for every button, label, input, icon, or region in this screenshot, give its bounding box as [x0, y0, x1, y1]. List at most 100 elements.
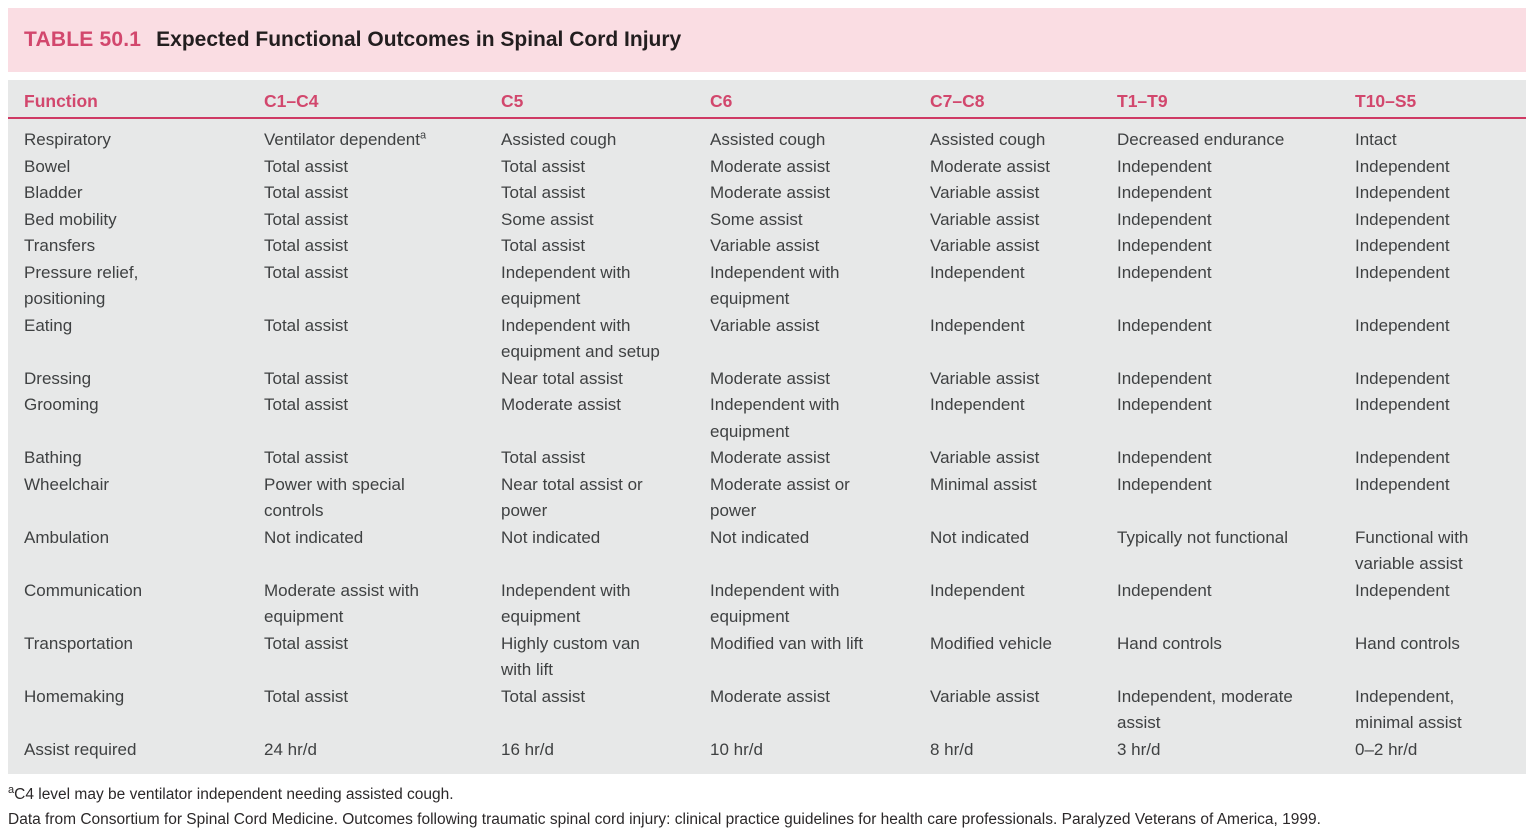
table-cell: Independent with equipment — [485, 260, 694, 313]
table-cell: Some assist — [694, 207, 914, 234]
table-cell: Near total assist — [485, 366, 694, 393]
table-cell: 8 hr/d — [914, 737, 1101, 770]
table-cell: Independent — [914, 313, 1101, 366]
table-cell: Independent — [1339, 154, 1526, 181]
table-cell: Independent — [1339, 366, 1526, 393]
column-header: C5 — [485, 80, 694, 118]
table-cell: Independent with equipment — [694, 260, 914, 313]
table-cell: Variable assist — [694, 233, 914, 260]
table-cell: Variable assist — [914, 180, 1101, 207]
table-cell: Independent with equipment — [694, 392, 914, 445]
row-label: Bowel — [8, 154, 248, 181]
row-label: Ambulation — [8, 525, 248, 578]
table-cell: Not indicated — [248, 525, 485, 578]
table-cell: Total assist — [485, 180, 694, 207]
table-cell: Independent — [1101, 260, 1339, 313]
table-cell: Independent, moderate assist — [1101, 684, 1339, 737]
table-cell: Moderate assist — [694, 684, 914, 737]
footnote-source: Data from Consortium for Spinal Cord Med… — [8, 808, 1526, 832]
table-cell: Independent — [914, 260, 1101, 313]
row-label: Transfers — [8, 233, 248, 260]
footnote-a-text: C4 level may be ventilator independent n… — [14, 786, 453, 803]
table-cell: Variable assist — [914, 445, 1101, 472]
table-cell: Total assist — [485, 684, 694, 737]
table-cell: Ventilator dependenta — [248, 118, 485, 154]
table-cell: Total assist — [248, 233, 485, 260]
table-cell: Hand controls — [1101, 631, 1339, 684]
table-cell: Independent — [1101, 154, 1339, 181]
table-cell: Highly custom van with lift — [485, 631, 694, 684]
row-label: Eating — [8, 313, 248, 366]
table-cell: Total assist — [248, 180, 485, 207]
table-cell: Modified van with lift — [694, 631, 914, 684]
table-cell: Power with special controls — [248, 472, 485, 525]
table-cell: Total assist — [248, 313, 485, 366]
table-cell: Intact — [1339, 118, 1526, 154]
table-cell: Moderate assist — [914, 154, 1101, 181]
table-cell: Independent — [1101, 233, 1339, 260]
table-cell: Modified vehicle — [914, 631, 1101, 684]
table-cell: Variable assist — [914, 233, 1101, 260]
table-cell: Independent — [1339, 207, 1526, 234]
table-cell: Independent — [1101, 472, 1339, 525]
table-cell: Independent — [1101, 578, 1339, 631]
table-cell: Independent — [914, 578, 1101, 631]
table-cell: Total assist — [248, 207, 485, 234]
table-title-band: TABLE 50.1 Expected Functional Outcomes … — [8, 8, 1526, 72]
table-cell: Independent — [914, 392, 1101, 445]
table-cell: Hand controls — [1339, 631, 1526, 684]
table-cell: Not indicated — [485, 525, 694, 578]
row-label: Respiratory — [8, 118, 248, 154]
table-cell: 10 hr/d — [694, 737, 914, 770]
table-cell: Variable assist — [914, 366, 1101, 393]
table-cell: Variable assist — [914, 684, 1101, 737]
table-cell: Moderate assist — [694, 366, 914, 393]
table-number: TABLE 50.1 — [24, 28, 141, 52]
table-cell: Minimal assist — [914, 472, 1101, 525]
table-cell: Independent — [1339, 472, 1526, 525]
table-cell: Total assist — [248, 445, 485, 472]
row-label: Wheelchair — [8, 472, 248, 525]
table-cell: Variable assist — [914, 207, 1101, 234]
column-header: C1–C4 — [248, 80, 485, 118]
row-label: Bathing — [8, 445, 248, 472]
table-cell: Independent, minimal assist — [1339, 684, 1526, 737]
table-cell: Some assist — [485, 207, 694, 234]
row-label: Bed mobility — [8, 207, 248, 234]
row-label: Assist required — [8, 737, 248, 770]
table-cell: Moderate assist — [694, 445, 914, 472]
table-cell: Assisted cough — [914, 118, 1101, 154]
row-label: Communication — [8, 578, 248, 631]
table-cell: Total assist — [248, 684, 485, 737]
table-title: Expected Functional Outcomes in Spinal C… — [156, 28, 681, 52]
table-cell: Independent — [1101, 313, 1339, 366]
table-cell: Total assist — [248, 631, 485, 684]
row-label: Dressing — [8, 366, 248, 393]
table-cell: 0–2 hr/d — [1339, 737, 1526, 770]
table-cell: Total assist — [248, 392, 485, 445]
table-cell: Independent — [1101, 445, 1339, 472]
row-label: Grooming — [8, 392, 248, 445]
footnotes: aC4 level may be ventilator independent … — [8, 774, 1526, 832]
table-cell: 16 hr/d — [485, 737, 694, 770]
table-cell: Total assist — [248, 260, 485, 313]
table-cell: Independent — [1339, 313, 1526, 366]
table-cell: Total assist — [485, 445, 694, 472]
